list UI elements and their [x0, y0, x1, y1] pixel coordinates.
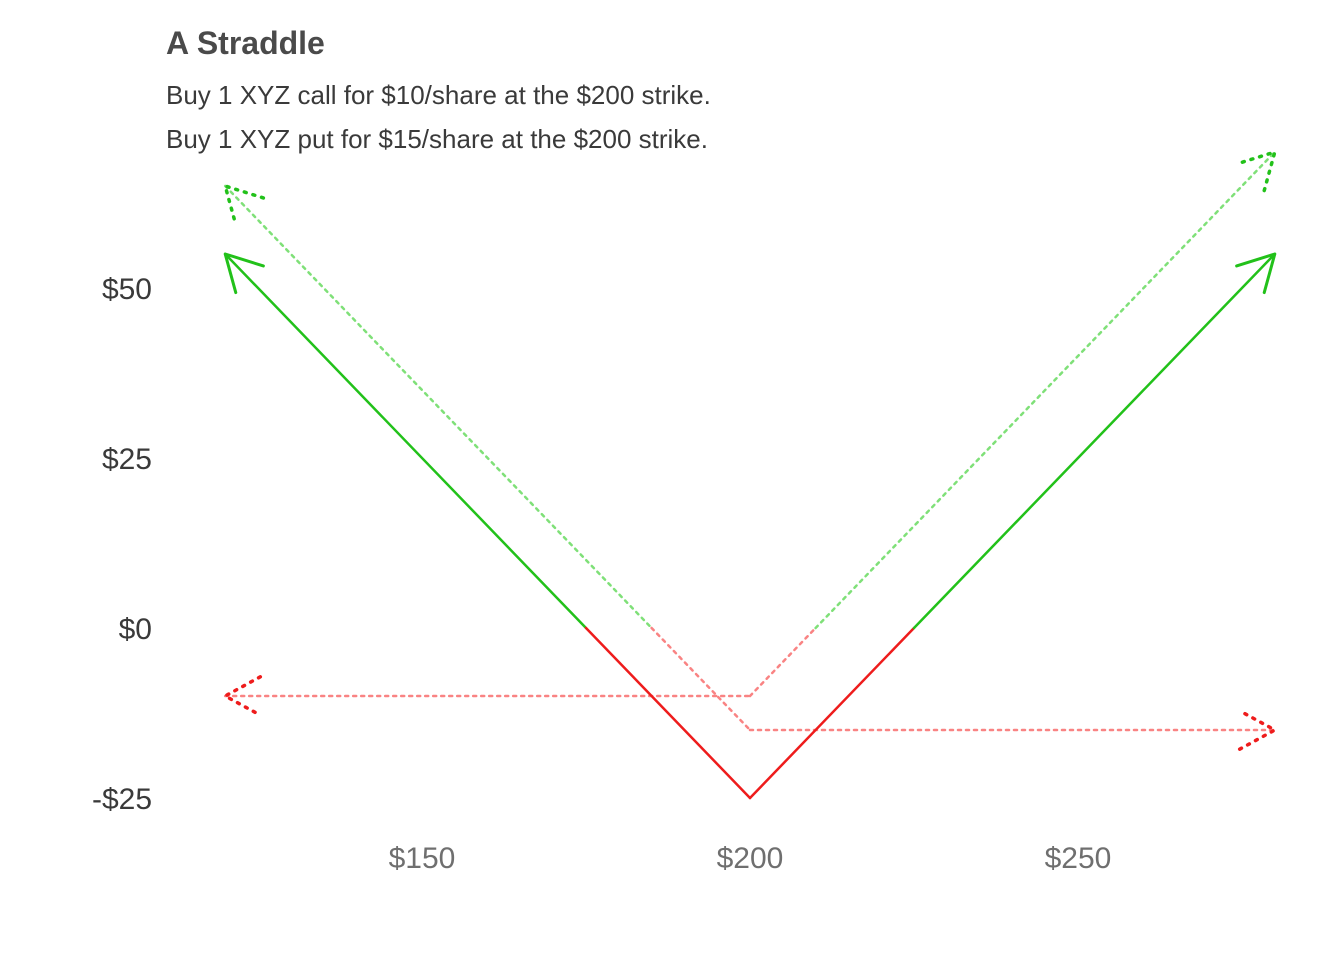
x-tick-label: $200 — [717, 842, 784, 875]
put-leg-arrow-right — [1237, 709, 1277, 751]
y-tick-label: $25 — [102, 443, 152, 476]
x-tick-label: $150 — [389, 842, 456, 875]
straddle-payoff-segment — [223, 252, 588, 630]
straddle-payoff-segment — [748, 626, 916, 800]
call-leg-segment — [748, 626, 817, 698]
chart-subtitle-line-2: Buy 1 XYZ put for $15/share at the $200 … — [166, 124, 708, 154]
y-tick-label: $0 — [119, 613, 152, 646]
x-tick-label: $250 — [1045, 842, 1112, 875]
straddle-payoff-segment — [584, 626, 752, 800]
y-tick-label: -$25 — [92, 783, 152, 816]
straddle-payoff-arrow-left — [223, 252, 265, 295]
call-leg-arrow-left — [223, 675, 263, 717]
call-leg-segment — [814, 150, 1277, 630]
axis-labels: $50 $25 $0 -$25 $150 $200 $250 — [92, 273, 1111, 875]
chart-subtitle-line-1: Buy 1 XYZ call for $10/share at the $200… — [166, 80, 711, 110]
chart-title: A Straddle — [166, 25, 325, 61]
straddle-payoff-segment — [912, 252, 1277, 630]
straddle-payoff-arrow-right — [1235, 252, 1277, 295]
call-leg-arrow-right — [1234, 150, 1277, 193]
put-leg-segment — [650, 626, 752, 732]
put-leg-arrow-left — [223, 184, 266, 227]
y-tick-label: $50 — [102, 273, 152, 306]
plot-area — [223, 150, 1277, 800]
put-leg-segment — [223, 184, 653, 630]
